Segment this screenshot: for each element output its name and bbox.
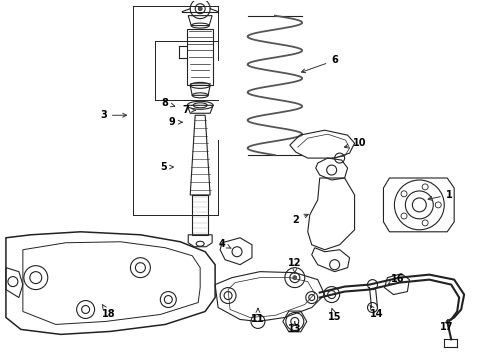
Text: 18: 18 bbox=[102, 304, 115, 319]
Text: 2: 2 bbox=[293, 214, 308, 225]
Circle shape bbox=[198, 7, 202, 11]
Circle shape bbox=[422, 220, 428, 226]
Text: 9: 9 bbox=[169, 117, 182, 127]
Text: 6: 6 bbox=[301, 55, 338, 73]
Text: 12: 12 bbox=[288, 258, 301, 273]
Text: 13: 13 bbox=[288, 321, 301, 334]
Text: 1: 1 bbox=[428, 190, 453, 200]
Text: 10: 10 bbox=[344, 138, 367, 148]
Circle shape bbox=[401, 213, 407, 219]
Text: 7: 7 bbox=[183, 105, 196, 115]
Text: 5: 5 bbox=[160, 162, 173, 172]
Circle shape bbox=[293, 276, 297, 280]
Text: 11: 11 bbox=[251, 309, 265, 324]
Text: 4: 4 bbox=[219, 239, 231, 249]
Text: 16: 16 bbox=[388, 274, 404, 284]
Text: 14: 14 bbox=[370, 305, 383, 319]
Text: 15: 15 bbox=[328, 309, 342, 323]
Circle shape bbox=[435, 202, 441, 208]
Circle shape bbox=[422, 184, 428, 190]
Circle shape bbox=[401, 191, 407, 197]
Text: 3: 3 bbox=[100, 110, 126, 120]
Text: 17: 17 bbox=[440, 319, 453, 332]
Text: 8: 8 bbox=[162, 98, 174, 108]
